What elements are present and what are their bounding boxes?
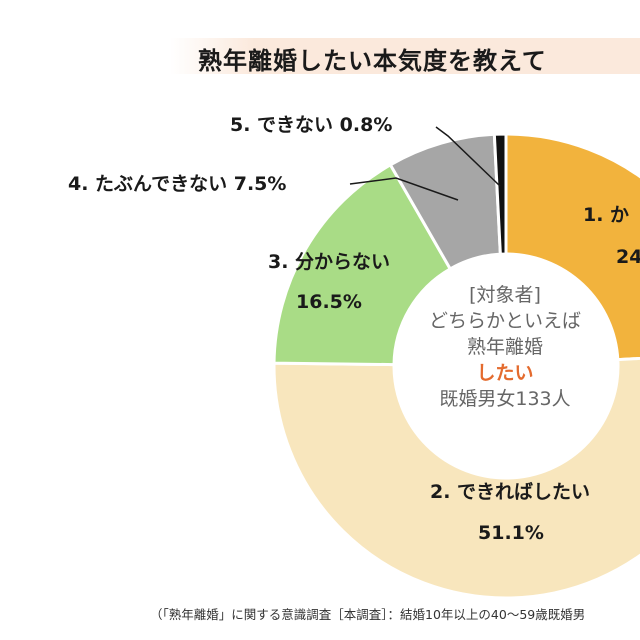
slice-label-5: 5. できない 0.8%: [230, 114, 393, 136]
slice-label-4: 4. たぶんできない 7.5%: [68, 173, 287, 195]
leader-line-5: [435, 126, 501, 187]
center-line-4: したい: [476, 362, 534, 384]
slice-label-3-name: 3. 分からない: [268, 251, 391, 273]
leader-line-4: [349, 177, 459, 201]
center-line-2: どちらかといえば: [428, 310, 581, 332]
source-footnote: （「熟年離婚」に関する意識調査［本調査］：結婚10年以上の40〜59歳既婚男: [150, 607, 586, 622]
chart-title: 熟年離婚したい本気度を教えて: [198, 47, 547, 75]
slice-label-3-value: 16.5%: [296, 291, 362, 313]
title-band: [170, 38, 640, 74]
center-line-3: 熟年離婚: [466, 336, 543, 358]
center-line-1: [対象者]: [469, 284, 541, 306]
donut-slice-1: [504, 132, 640, 362]
slice-label-1-value: 24: [616, 246, 640, 268]
slice-label-2-name: 2. できればしたい: [430, 481, 591, 503]
donut-slice-5: [492, 132, 508, 256]
slice-label-1-name: 1. か: [583, 204, 630, 226]
donut-slice-3: [272, 162, 453, 367]
center-line-5: 既婚男女133人: [439, 388, 571, 410]
slice-label-2-value: 51.1%: [478, 522, 544, 544]
donut-slice-2: [272, 356, 640, 600]
